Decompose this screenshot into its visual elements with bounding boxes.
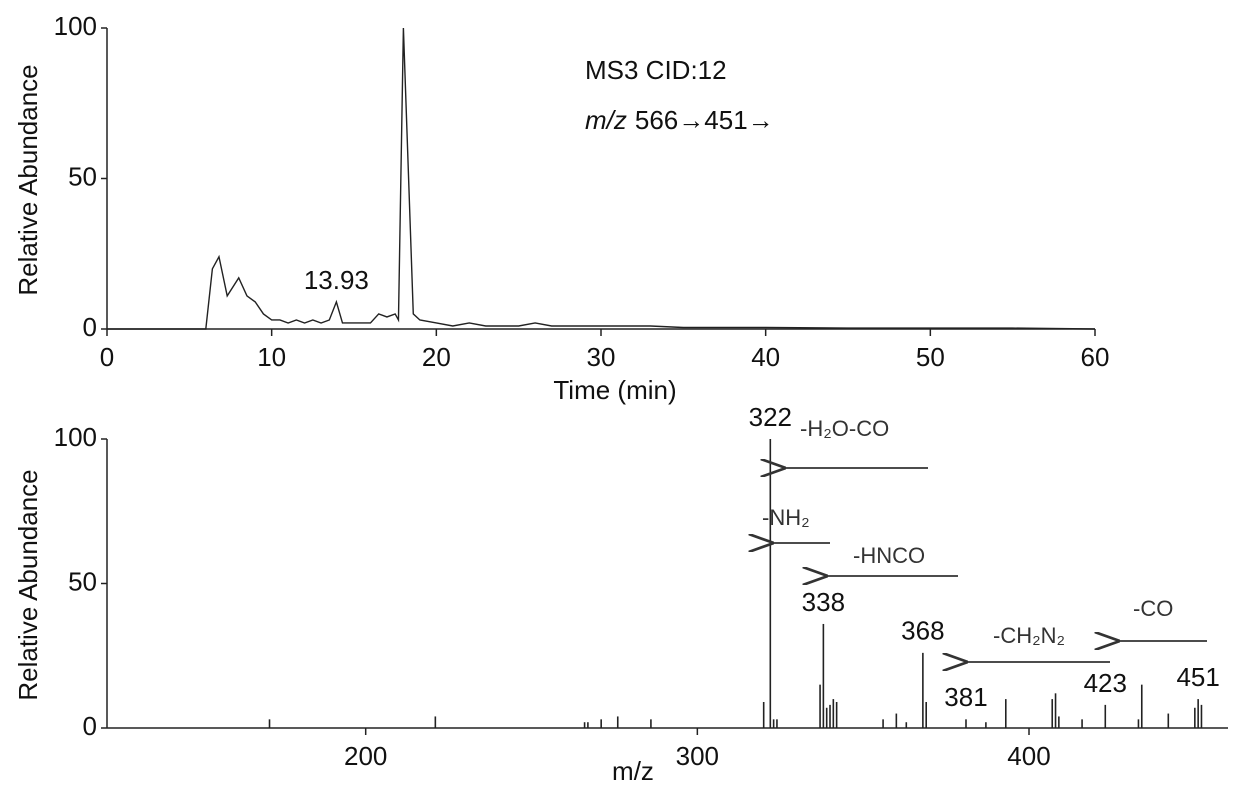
point-label: 322 [749, 402, 792, 432]
fragment-label: -HNCO [853, 543, 925, 568]
annotation: m/z 566→451→ [585, 105, 774, 135]
fragment-label: -NH₂ [762, 505, 810, 530]
annotation: MS3 CID:12 [585, 55, 727, 85]
point-label: 423 [1084, 668, 1127, 698]
x-tick-label: 30 [587, 342, 616, 372]
point-label: 368 [901, 616, 944, 646]
annotation-italic: m/z [585, 105, 627, 135]
y-tick-label: 100 [54, 11, 97, 41]
x-tick-label: 40 [751, 342, 780, 372]
y-tick-label: 0 [83, 312, 97, 342]
x-axis-label: m/z [612, 756, 654, 786]
y-tick-label: 0 [83, 711, 97, 741]
chromatogram-line [107, 27, 1096, 330]
x-tick-label: 0 [100, 342, 114, 372]
x-tick-label: 400 [1007, 741, 1050, 771]
y-tick-label: 50 [68, 161, 97, 191]
y-axis-label: Relative Abundance [13, 469, 43, 700]
annotation-text: MS3 CID:12 [585, 55, 727, 85]
point-label: 338 [802, 587, 845, 617]
fragment-label: -H₂O-CO [800, 416, 889, 441]
annotation-text: 566→451→ [635, 105, 774, 135]
fragment-label: -CH₂N₂ [993, 623, 1065, 648]
x-tick-label: 60 [1081, 342, 1110, 372]
x-tick-label: 20 [422, 342, 451, 372]
x-tick-label: 300 [676, 741, 719, 771]
point-label: 451 [1176, 662, 1219, 692]
point-label: 13.93 [304, 265, 369, 295]
y-axis-label: Relative Abundance [13, 64, 43, 295]
y-tick-label: 50 [68, 566, 97, 596]
fragment-label: -CO [1133, 596, 1173, 621]
x-tick-label: 10 [257, 342, 286, 372]
x-tick-label: 50 [916, 342, 945, 372]
x-tick-label: 200 [344, 741, 387, 771]
y-tick-label: 100 [54, 422, 97, 452]
x-axis-label: Time (min) [553, 375, 676, 405]
point-label: 381 [944, 682, 987, 712]
